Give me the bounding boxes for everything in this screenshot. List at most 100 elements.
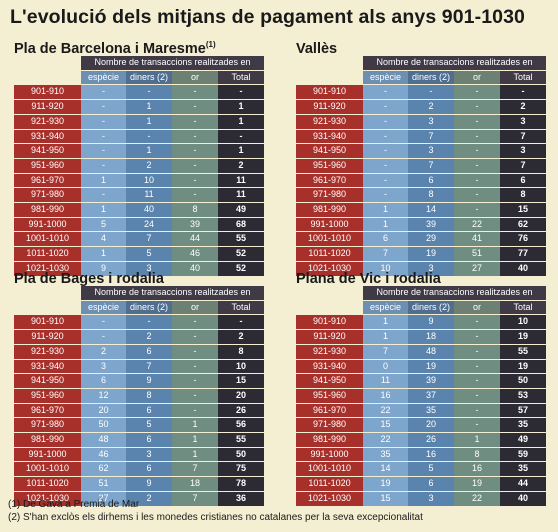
page-title: L'evolució dels mitjans de pagament als … — [10, 6, 525, 28]
col-especie: espècie — [363, 300, 408, 316]
or-cell: - — [454, 417, 500, 434]
total-cell: 56 — [218, 417, 265, 434]
or-cell: 51 — [454, 246, 500, 262]
especie-cell: 1 — [81, 246, 126, 262]
header-spacer — [14, 56, 81, 71]
table-heading: Pla de Bages i rodalia — [14, 266, 264, 287]
or-cell: - — [172, 403, 218, 419]
header-spacer — [14, 286, 81, 301]
table-row: 981-990 48 6 1 55 — [14, 432, 265, 448]
period-cell: 921-930 — [296, 344, 363, 360]
or-cell: - — [454, 373, 500, 389]
table-row: 1011-1020 7 19 51 77 — [296, 246, 547, 262]
especie-cell: 1 — [81, 173, 126, 189]
period-cell: 941-950 — [296, 143, 363, 159]
especie-cell: 15 — [363, 491, 408, 507]
diners-cell: 40 — [126, 202, 172, 218]
especie-cell: - — [81, 187, 126, 204]
total-cell: - — [218, 84, 265, 101]
period-cell: 941-950 — [14, 373, 81, 389]
especie-cell: 1 — [363, 202, 408, 218]
table-row: 951-960 12 8-20 — [14, 388, 265, 404]
or-cell: - — [172, 344, 218, 360]
table-row: 1021-1030 15 3 22 40 — [296, 491, 547, 507]
period-cell: 911-920 — [296, 329, 363, 345]
col-diners: diners (2) — [408, 70, 454, 86]
header-spacer — [296, 70, 363, 86]
period-cell: 911-920 — [14, 329, 81, 345]
period-cell: 971-980 — [296, 417, 363, 434]
total-cell: 26 — [218, 403, 265, 419]
region-name: Pla de Barcelona i Maresme — [14, 41, 206, 57]
total-cell: 36 — [218, 491, 265, 507]
diners-cell: 11 — [126, 187, 172, 204]
total-cell: 55 — [218, 432, 265, 448]
period-cell: 981-990 — [14, 432, 81, 448]
transactions-table: Nombre de transaccions realitzades en esp… — [14, 56, 265, 277]
diners-cell: 2 — [408, 99, 454, 115]
table-block-vic: Plana de Vic i rodalia Nombre de transacc… — [296, 266, 547, 507]
period-cell: 1001-1010 — [296, 461, 363, 478]
col-or: or — [454, 70, 500, 86]
period-cell: 1001-1010 — [14, 461, 81, 478]
total-cell: 3 — [500, 143, 547, 159]
diners-cell: 6 — [408, 173, 454, 189]
or-cell: 1 — [172, 417, 218, 434]
especie-cell: 1 — [363, 329, 408, 345]
or-cell: - — [172, 187, 218, 204]
period-cell: 931-940 — [14, 129, 81, 145]
especie-cell: 1 — [363, 314, 408, 331]
diners-cell: 5 — [126, 417, 172, 434]
table-row: 981-990 22 26 1 49 — [296, 432, 547, 448]
table-row: 901-910- - - - — [296, 84, 547, 101]
or-cell: - — [454, 99, 500, 115]
table-row: 901-910 1 9-10 — [296, 314, 547, 331]
or-cell: 1 — [172, 432, 218, 448]
table-row: 961-970 20 6-26 — [14, 403, 265, 419]
period-cell: 1001-1010 — [296, 231, 363, 248]
period-cell: 1021-1030 — [296, 491, 363, 507]
especie-cell: 6 — [81, 373, 126, 389]
period-cell: 951-960 — [14, 158, 81, 174]
diners-cell: 3 — [408, 491, 454, 507]
total-cell: 19 — [500, 329, 547, 345]
total-cell: - — [218, 314, 265, 331]
or-cell: - — [454, 114, 500, 130]
especie-cell: - — [81, 329, 126, 345]
or-cell: 7 — [172, 461, 218, 478]
total-cell: 55 — [218, 231, 265, 248]
table-row: 1001-1010 6 29 41 76 — [296, 231, 547, 248]
period-cell: 901-910 — [14, 84, 81, 101]
period-cell: 1011-1020 — [296, 246, 363, 262]
table-block-valles: Vallès Nombre de transaccions realitzades… — [296, 36, 547, 277]
especie-cell: 0 — [363, 359, 408, 375]
total-cell: 7 — [500, 129, 547, 145]
diners-cell: 5 — [408, 461, 454, 478]
header-span: Nombre de transaccions realitzades en — [81, 56, 265, 71]
diners-cell: 6 — [126, 403, 172, 419]
or-cell: 22 — [454, 217, 500, 233]
total-cell: 1 — [218, 114, 265, 130]
total-cell: 40 — [500, 261, 547, 277]
especie-cell: - — [81, 114, 126, 130]
footnotes: (1) De Gavà a Premià de Mar (2) S'han ex… — [8, 498, 423, 524]
or-cell: - — [454, 143, 500, 159]
diners-cell: - — [126, 129, 172, 145]
or-cell: - — [172, 99, 218, 115]
total-cell: 52 — [218, 246, 265, 262]
or-cell: - — [172, 359, 218, 375]
total-cell: 52 — [218, 261, 265, 277]
especie-cell: - — [363, 129, 408, 145]
diners-cell: 20 — [408, 417, 454, 434]
region-name: Plana de Vic i rodalia — [296, 271, 441, 287]
period-cell: 961-970 — [14, 403, 81, 419]
period-cell: 941-950 — [296, 373, 363, 389]
especie-cell: 1 — [81, 202, 126, 218]
total-cell: 1 — [218, 99, 265, 115]
table-row: 901-910- - - - — [14, 314, 265, 331]
diners-cell: 7 — [408, 158, 454, 174]
or-cell: 8 — [454, 447, 500, 463]
transactions-table: Nombre de transaccions realitzades en esp… — [296, 286, 547, 507]
table-heading: Vallès — [296, 36, 546, 57]
diners-cell: 35 — [408, 403, 454, 419]
